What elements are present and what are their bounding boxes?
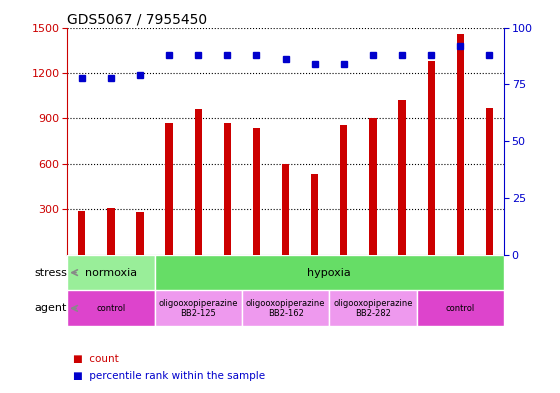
Bar [137, 212, 143, 255]
Bar [67, 290, 155, 326]
Bar [311, 174, 318, 255]
Text: GDS5067 / 7955450: GDS5067 / 7955450 [67, 12, 207, 26]
Text: ■  count: ■ count [73, 354, 119, 364]
Bar [340, 125, 347, 255]
Text: stress: stress [34, 268, 67, 277]
Text: ■  percentile rank within the sample: ■ percentile rank within the sample [73, 371, 265, 381]
Bar [78, 211, 85, 255]
Bar [282, 164, 289, 255]
Bar [195, 109, 202, 255]
Text: control: control [446, 304, 475, 313]
Bar [155, 290, 242, 326]
Bar [67, 255, 155, 290]
Bar [329, 290, 417, 326]
Bar [253, 127, 260, 255]
Bar [399, 100, 405, 255]
Bar [457, 33, 464, 255]
Bar [370, 118, 376, 255]
Text: hypoxia: hypoxia [307, 268, 351, 277]
Text: normoxia: normoxia [85, 268, 137, 277]
Text: agent: agent [35, 303, 67, 313]
Text: control: control [96, 304, 125, 313]
Bar [417, 290, 504, 326]
Bar [486, 108, 493, 255]
Text: oligooxopiperazine
BB2-125: oligooxopiperazine BB2-125 [158, 299, 238, 318]
Bar [155, 255, 504, 290]
Bar [242, 290, 329, 326]
Bar [428, 61, 435, 255]
Bar [108, 208, 115, 255]
Bar [166, 123, 173, 255]
Text: oligooxopiperazine
BB2-162: oligooxopiperazine BB2-162 [246, 299, 325, 318]
Text: oligooxopiperazine
BB2-282: oligooxopiperazine BB2-282 [333, 299, 413, 318]
Bar [224, 123, 231, 255]
